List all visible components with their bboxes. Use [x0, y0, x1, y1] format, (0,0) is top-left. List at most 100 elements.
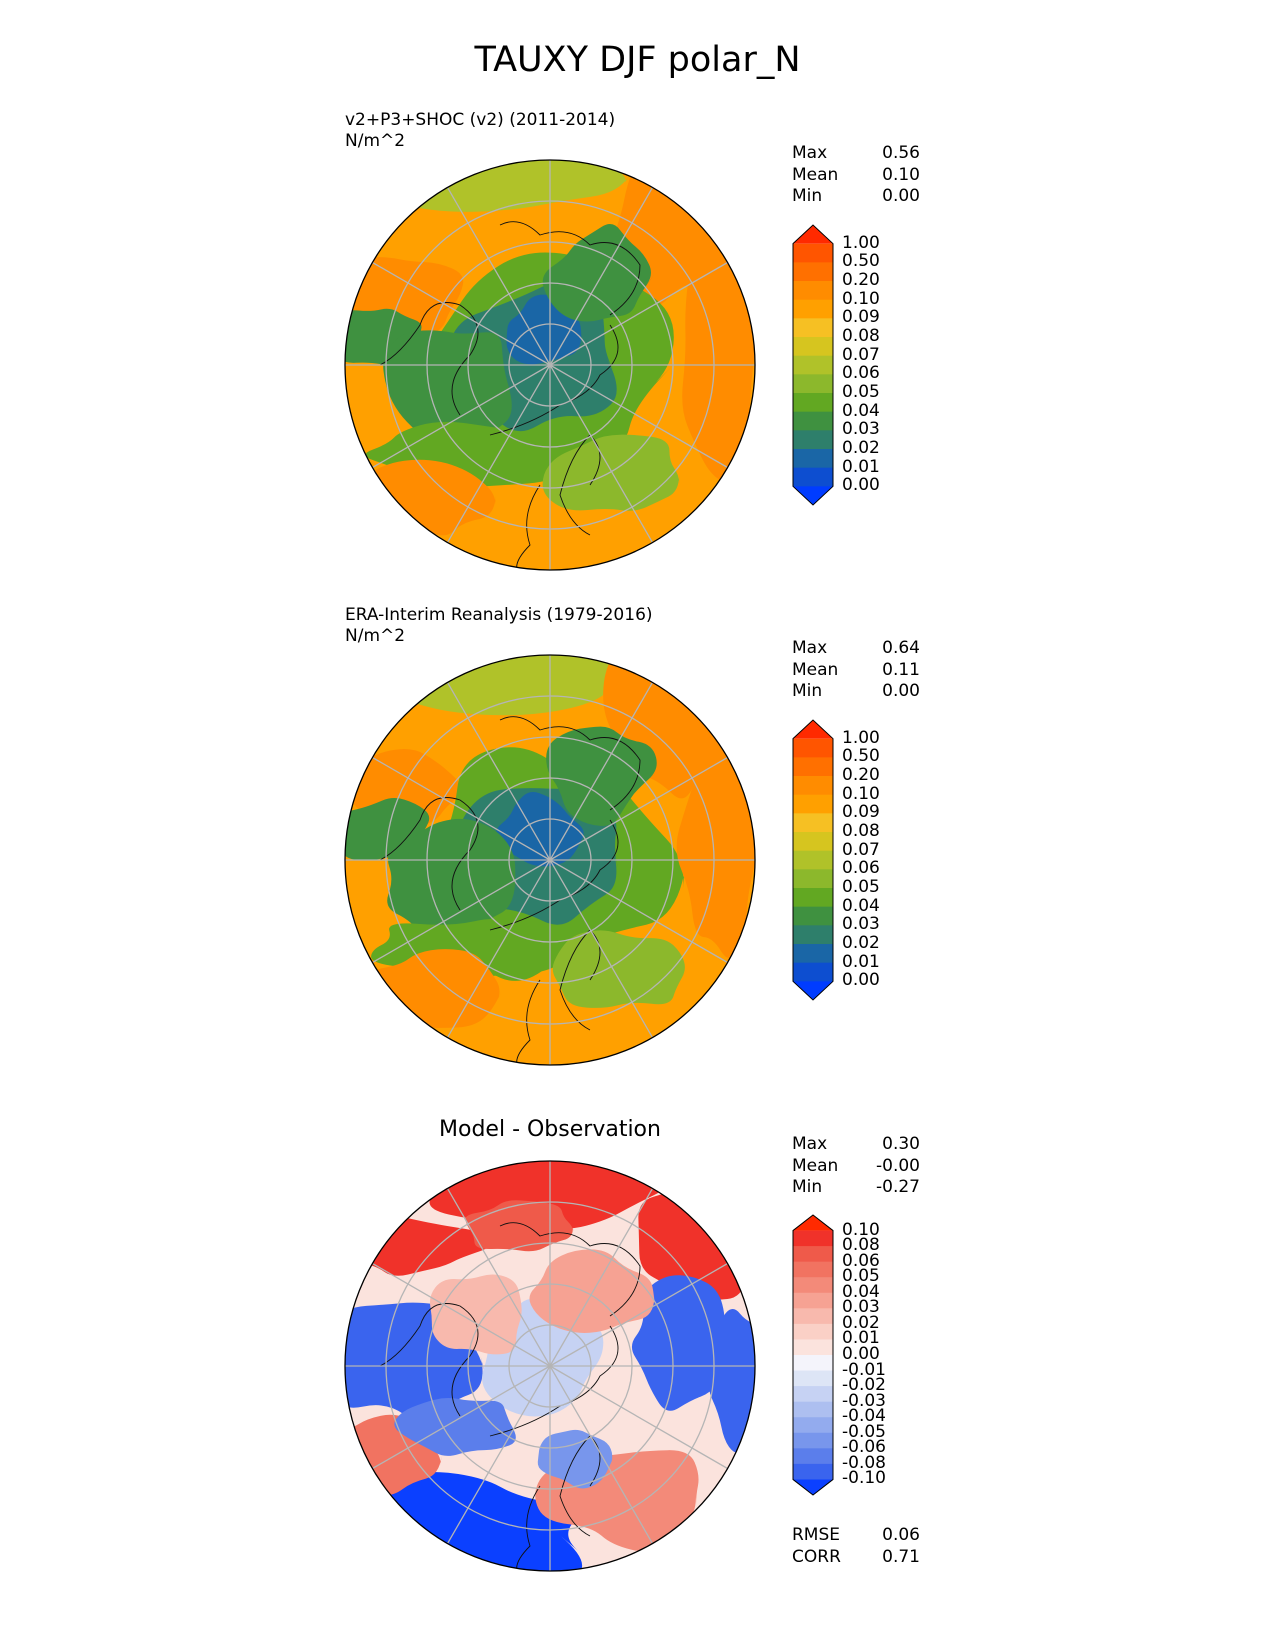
colorbar-segment: [793, 262, 833, 282]
colorbar-segment: [793, 813, 833, 833]
colorbar-segment: [793, 1463, 833, 1480]
colorbar-extension-max: [793, 225, 833, 244]
colorbar-segment: [793, 869, 833, 889]
stat-min-label: Min: [792, 681, 823, 701]
coastline: [499, 1222, 641, 1317]
stat-max-label: Max: [792, 143, 828, 163]
colorbar-tick-label: 0.04: [842, 1281, 880, 1302]
colorbar-segment: [793, 1308, 833, 1325]
colorbar-tick-label: 0.05: [842, 1266, 880, 1287]
colorbar-extension-max: [793, 1215, 833, 1231]
colorbar-segment: [793, 1292, 833, 1309]
colorbar-tick-label: -0.06: [842, 1437, 886, 1458]
colorbar-tick-label: -0.02: [842, 1375, 886, 1396]
polar-map-model: [344, 159, 756, 571]
meridian-line: [446, 364, 551, 543]
field-contour: [676, 733, 755, 959]
colorbar-tick-label: 0.05: [842, 877, 880, 897]
map-boundary: [344, 1160, 756, 1572]
colorbar-tick-label: 0.00: [842, 475, 880, 496]
meridian-line: [549, 682, 654, 861]
colorbar-segment: [793, 411, 833, 431]
colorbar-segment: [793, 1323, 833, 1340]
stats-box: Max 0.30 Mean -0.00 Min -0.27: [792, 1134, 920, 1199]
meridian-line: [549, 1365, 654, 1544]
colorbar-segment: [793, 355, 833, 375]
colorbar-segment: [793, 281, 833, 301]
colorbar-segment: [793, 962, 833, 982]
field-contour: [429, 1274, 522, 1355]
colorbar-outline: [792, 224, 834, 506]
colorbar-extension-min: [793, 1479, 833, 1495]
colorbar-tick-label: 0.01: [842, 456, 880, 477]
colorbar-segment: [793, 850, 833, 870]
meridian-line: [549, 1188, 654, 1367]
field-contour: [631, 1275, 725, 1411]
stat-min-label: Min: [792, 1177, 823, 1197]
coastline: [499, 716, 641, 811]
colorbar-segment: [793, 944, 833, 964]
meridian-line: [549, 261, 728, 366]
panel-difference: Model - Observation Max 0.30 Mean -0.00 Mi…: [0, 1117, 1275, 1610]
colorbar-tick-label: 0.06: [842, 1250, 880, 1271]
stat-min-value: 0.00: [882, 186, 920, 206]
colorbar-segment: [793, 1448, 833, 1465]
colorbar-segment: [793, 757, 833, 777]
field-contour: [394, 1397, 517, 1456]
stat-max-value: 0.30: [882, 1134, 920, 1154]
coastline: [379, 1303, 479, 1417]
colorbar-tick-label: 0.09: [842, 802, 880, 823]
field-contour: [708, 1309, 755, 1456]
colorbar-tick-label: 0.20: [842, 765, 880, 785]
stats-box: Max 0.56 Mean 0.10 Min 0.00: [792, 143, 920, 208]
field-contour: [387, 818, 516, 945]
stat-mean-label: Mean: [792, 164, 839, 185]
colorbar-tick-label: -0.10: [842, 1468, 886, 1489]
map-field: [345, 1161, 755, 1571]
coastline: [379, 302, 479, 416]
stat-mean-label: Mean: [792, 659, 839, 680]
meridian-line: [372, 1262, 551, 1367]
meridian-line: [446, 1188, 551, 1367]
coastline: [379, 797, 479, 911]
stat-max-value: 0.64: [882, 638, 920, 658]
panel-units: N/m^2: [345, 131, 406, 151]
panel-model: v2+P3+SHOC (v2) (2011-2014) N/m^2 Max 0.5…: [0, 110, 1275, 600]
colorbar-segment: [793, 467, 833, 487]
stat-max-value: 0.56: [882, 143, 920, 163]
meridian-line: [446, 187, 551, 366]
colorbar-segment: [793, 925, 833, 945]
colorbar-tick-label: 0.03: [842, 914, 880, 935]
polar-map-difference: [344, 1160, 756, 1572]
panel-units: N/m^2: [345, 626, 406, 646]
colorbar-tick-label: 0.06: [842, 858, 880, 879]
colorbar-tick-label: 0.01: [842, 951, 880, 972]
colorbar-segment: [793, 1355, 833, 1372]
panel-observation: ERA-Interim Reanalysis (1979-2016) N/m^2…: [0, 605, 1275, 1095]
colorbar-difference: [792, 1214, 834, 1496]
stat-min-value: -0.27: [876, 1177, 920, 1197]
colorbar-segment: [793, 1417, 833, 1434]
colorbar-segment: [793, 1432, 833, 1449]
stat-mean-value: 0.11: [882, 659, 920, 680]
colorbar-segment: [793, 430, 833, 450]
field-contour: [682, 228, 755, 482]
colorbar-tick-label: 0.08: [842, 326, 880, 346]
colorbar-tick-label: 0.02: [842, 933, 880, 953]
colorbar-segment: [793, 906, 833, 926]
colorbar-segment: [793, 738, 833, 758]
colorbar-tick-label: 0.09: [842, 307, 880, 328]
colorbar-model: [792, 224, 834, 506]
panel-title: v2+P3+SHOC (v2) (2011-2014): [345, 110, 616, 130]
meridian-line: [446, 682, 551, 861]
colorbar-tick-label: 0.04: [842, 400, 880, 421]
colorbar-segment: [793, 393, 833, 413]
meridian-line: [549, 859, 728, 964]
meridian-line: [549, 187, 654, 366]
colorbar-extension-min: [793, 981, 833, 1000]
colorbar-tick-label: 0.10: [842, 1219, 880, 1240]
metrics-box: RMSE 0.06 CORR 0.71: [792, 1525, 920, 1568]
colorbar-segment: [793, 794, 833, 814]
figure-title: TAUXY DJF polar_N: [474, 40, 801, 80]
field-contour: [546, 726, 660, 826]
